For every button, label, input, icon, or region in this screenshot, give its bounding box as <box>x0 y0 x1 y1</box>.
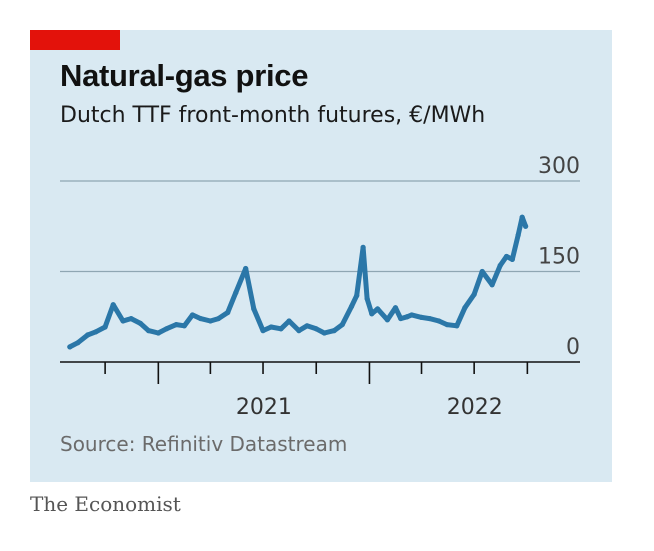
data-point <box>427 315 433 322</box>
data-point <box>313 326 319 332</box>
y-axis-tick-labels: 0 150 300 <box>538 154 580 360</box>
data-point <box>85 332 91 338</box>
data-point <box>497 262 503 269</box>
data-point <box>374 306 381 312</box>
data-point <box>225 309 231 316</box>
data-point <box>233 290 239 296</box>
data-point <box>479 268 485 275</box>
data-point <box>215 315 222 322</box>
data-point <box>444 321 450 328</box>
y-tick-label-300: 300 <box>538 154 580 179</box>
x-axis: 2021 2022 <box>60 361 580 420</box>
data-point <box>489 282 495 288</box>
publisher-brand: The Economist <box>30 492 181 516</box>
data-point <box>173 321 179 328</box>
gridlines <box>60 180 580 273</box>
series-layer <box>67 214 529 350</box>
data-point <box>360 244 366 250</box>
data-point <box>304 323 310 329</box>
data-point <box>268 324 274 330</box>
data-point <box>181 323 187 329</box>
data-point <box>523 223 529 229</box>
chart-title: Natural-gas price <box>60 58 309 93</box>
data-point <box>128 315 134 322</box>
data-point <box>163 326 170 332</box>
y-tick-label-0: 0 <box>566 335 580 360</box>
data-point <box>369 311 375 317</box>
y-tick-label-150: 150 <box>538 245 580 270</box>
data-point <box>509 256 515 263</box>
data-point <box>364 296 370 302</box>
series-line <box>67 214 529 350</box>
data-point <box>260 328 266 334</box>
data-point <box>462 305 468 311</box>
data-point <box>354 293 360 299</box>
data-point <box>321 330 327 336</box>
data-point <box>120 318 126 324</box>
data-point <box>296 328 302 334</box>
data-point <box>436 318 442 324</box>
data-point <box>331 328 337 334</box>
chart-source: Source: Refinitiv Datastream <box>60 432 348 456</box>
data-point <box>145 328 152 334</box>
brand-accent-tag <box>30 30 120 50</box>
data-point <box>207 318 213 324</box>
data-point <box>67 344 73 350</box>
x-tick-label-2021: 2021 <box>236 395 292 420</box>
data-point <box>392 305 399 311</box>
chart-subtitle: Dutch TTF front-month futures, €/MWh <box>60 103 486 128</box>
data-point <box>409 312 415 318</box>
data-point <box>339 321 345 328</box>
data-point <box>503 253 510 260</box>
data-point <box>278 326 284 332</box>
data-point <box>418 314 425 320</box>
data-point <box>155 330 161 336</box>
data-point <box>471 291 477 298</box>
data-point <box>348 303 355 310</box>
x-tick-label-2022: 2022 <box>447 395 503 420</box>
data-point <box>93 329 99 335</box>
data-point <box>515 232 521 238</box>
data-point <box>189 312 196 318</box>
data-point <box>286 318 292 324</box>
data-point <box>75 340 81 346</box>
data-point <box>243 265 249 272</box>
data-point <box>454 323 460 329</box>
data-point <box>110 302 116 308</box>
data-point <box>102 324 108 330</box>
data-point <box>519 214 525 220</box>
data-point <box>398 315 404 322</box>
data-point <box>197 315 204 322</box>
data-point <box>251 306 257 312</box>
data-point <box>137 320 144 326</box>
data-point <box>404 314 410 320</box>
data-point <box>384 317 390 323</box>
